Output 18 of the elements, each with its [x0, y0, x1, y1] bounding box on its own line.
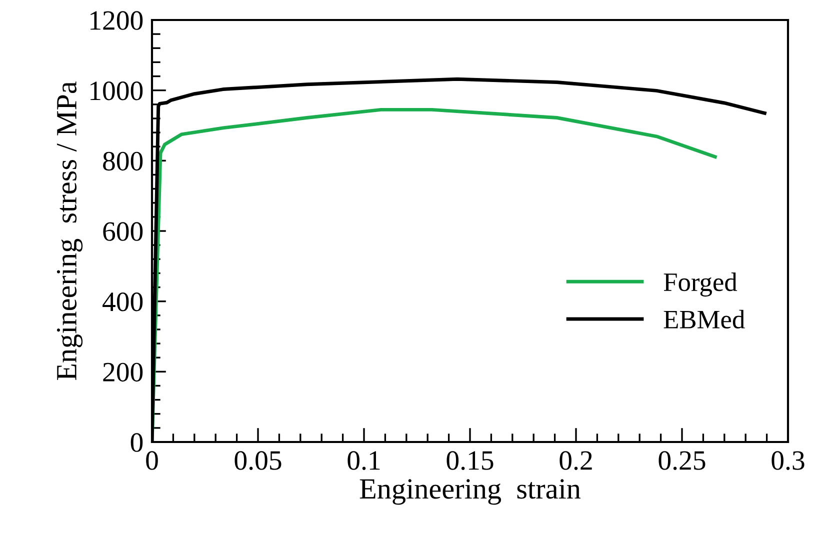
- legend-label: Forged: [664, 272, 738, 297]
- x-tick-label: 0.25: [658, 451, 706, 470]
- x-axis-title: Engineering strain: [360, 479, 581, 505]
- y-tick-label: 800: [103, 152, 143, 171]
- x-tick-label: 0.2: [560, 451, 592, 470]
- legend-label: EBMed: [664, 310, 745, 328]
- x-tick-label: 0.1: [348, 451, 380, 470]
- y-tick-label: 1200: [90, 11, 143, 30]
- y-tick-label: 200: [103, 362, 143, 382]
- x-tick-label: 0: [146, 451, 158, 470]
- y-tick-label: 1000: [90, 82, 143, 100]
- y-tick-label: 600: [103, 222, 143, 241]
- y-tick-label: 400: [102, 292, 143, 312]
- x-tick-label: 0.05: [234, 451, 282, 470]
- x-tick-label: 0.3: [772, 451, 804, 470]
- x-tick-label: 0.15: [446, 451, 494, 470]
- y-axis-title: Engineering stress / MPa: [56, 82, 83, 380]
- y-tick-label: 0: [130, 433, 143, 452]
